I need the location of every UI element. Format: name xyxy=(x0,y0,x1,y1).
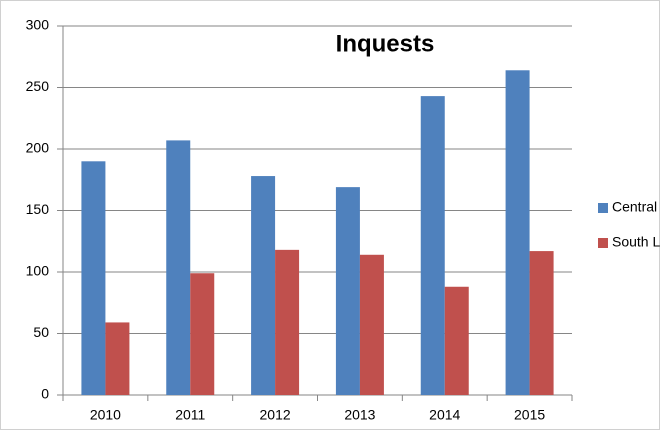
x-tick-label: 2015 xyxy=(514,407,545,423)
legend-swatch xyxy=(598,238,608,248)
bar xyxy=(359,254,384,395)
chart-title: Inquests xyxy=(336,30,435,57)
bar xyxy=(335,187,360,395)
y-tick-label: 250 xyxy=(26,78,50,94)
bar xyxy=(275,249,300,395)
bar xyxy=(444,286,469,395)
y-tick-label: 50 xyxy=(33,324,49,340)
y-tick-label: 0 xyxy=(41,386,49,402)
x-tick-label: 2010 xyxy=(90,407,121,423)
legend-label: Central xyxy=(612,199,657,215)
y-tick-label: 300 xyxy=(26,17,50,33)
legend-swatch xyxy=(598,203,608,213)
x-tick-label: 2014 xyxy=(429,407,460,423)
bar xyxy=(166,140,191,395)
x-tick-label: 2011 xyxy=(175,407,205,423)
x-tick-label: 2012 xyxy=(260,407,291,423)
bar xyxy=(190,273,215,395)
y-tick-label: 100 xyxy=(26,263,50,279)
y-tick-label: 200 xyxy=(26,140,50,156)
legend-label: South L xyxy=(612,234,660,250)
bar xyxy=(105,322,130,395)
bar xyxy=(505,70,530,395)
bar xyxy=(81,161,106,395)
bar xyxy=(420,96,445,396)
bar xyxy=(529,251,554,395)
x-tick-label: 2013 xyxy=(344,407,375,423)
y-tick-label: 150 xyxy=(26,201,50,217)
bar xyxy=(251,176,276,395)
